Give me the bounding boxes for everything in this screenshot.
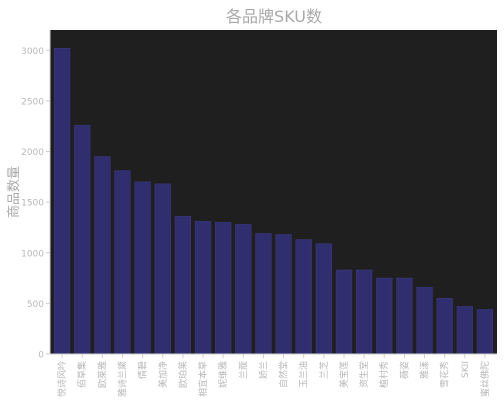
bar: [134, 181, 151, 355]
bar: [194, 221, 212, 355]
x-tick-label: 佰草集: [76, 361, 88, 388]
y-tick-label: 2000: [21, 148, 44, 158]
bar: [315, 243, 332, 355]
bar: [114, 170, 131, 355]
bar: [215, 222, 232, 355]
bar: [335, 269, 353, 355]
bar: [295, 239, 312, 355]
x-tick-label: 欧珀莱: [177, 361, 189, 388]
x-tick-label: 悦诗风吟: [56, 361, 68, 397]
y-tick-label: 0: [38, 351, 44, 361]
bar: [74, 124, 91, 355]
bar: [396, 277, 413, 355]
x-tick-label: 雅漾: [419, 361, 431, 379]
x-tick-label: 娇兰: [257, 361, 269, 379]
bar: [53, 47, 71, 355]
x-axis-ticks: 悦诗风吟 佰草集 欧莱雅 雅诗兰黛 倩碧 美加净 欧珀莱 相宜本草 妮维雅 兰蔻 娇兰 自然堂 玉兰油兰…: [56, 354, 491, 397]
x-tick-label: 相宜本草: [197, 361, 209, 397]
y-tick-label: 3000: [21, 47, 44, 57]
bar: [476, 309, 494, 355]
bar: [356, 269, 373, 355]
x-tick-label: 蜜丝佛陀: [479, 361, 491, 397]
x-tick-label: 妮维雅: [217, 361, 229, 388]
x-tick-label: 玉兰油: [298, 361, 310, 388]
x-tick-label: 欧莱雅: [96, 361, 108, 388]
y-tick-label: 500: [27, 300, 44, 310]
bar: [275, 234, 292, 355]
y-axis-label: 商品数量: [7, 166, 22, 218]
y-axis-ticks: 0 500 1000 1500 2000 2500 3000: [21, 47, 50, 361]
x-tick-label: 美宝莲: [338, 361, 350, 388]
bars-group: [53, 47, 494, 355]
bar: [154, 183, 171, 355]
x-tick-label: 资生堂: [358, 361, 370, 388]
x-tick-label: 薇姿: [398, 361, 410, 379]
x-tick-label: 兰芝: [318, 361, 330, 379]
x-tick-label: 植村秀: [378, 361, 390, 388]
bar: [376, 277, 393, 355]
y-tick-label: 2500: [21, 97, 44, 107]
bar: [456, 306, 473, 355]
x-tick-label: 倩碧: [137, 361, 149, 379]
x-tick-label: 美加净: [157, 361, 169, 388]
bar: [235, 224, 252, 355]
bar: [255, 233, 272, 355]
x-tick-label: SKII: [461, 361, 471, 378]
x-tick-label: 雪花秀: [439, 361, 451, 388]
bar: [436, 298, 453, 355]
bar: [416, 286, 433, 355]
bar: [174, 216, 191, 355]
bar: [94, 156, 111, 355]
chart-title: 各品牌SKU数: [226, 7, 322, 26]
x-tick-label: 自然堂: [278, 361, 290, 388]
x-tick-label: 兰蔻: [237, 361, 249, 379]
y-tick-label: 1500: [21, 199, 44, 209]
x-tick-label: 雅诗兰黛: [116, 361, 128, 397]
y-tick-label: 1000: [21, 249, 44, 259]
